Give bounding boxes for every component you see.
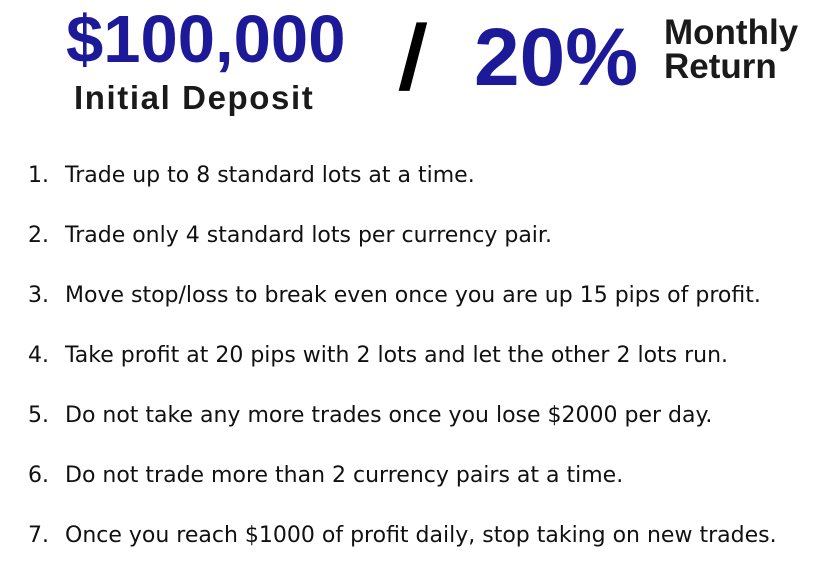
rule-number: 7. (28, 523, 49, 548)
return-label-line-1: Monthly (664, 13, 799, 52)
deposit-label: Initial Deposit (74, 79, 315, 116)
list-item: 6. Do not trade more than 2 currency pai… (28, 458, 777, 518)
rule-number: 5. (28, 403, 49, 428)
rule-text: Do not take any more trades once you los… (65, 403, 713, 428)
rule-text: Trade only 4 standard lots per currency … (65, 223, 552, 248)
rule-text: Do not trade more than 2 currency pairs … (65, 463, 624, 488)
rule-text: Trade up to 8 standard lots at a time. (65, 163, 475, 188)
trading-rules-list: 1. Trade up to 8 standard lots at a time… (28, 158, 777, 578)
list-item: 3. Move stop/loss to break even once you… (28, 278, 777, 338)
rule-number: 3. (28, 283, 49, 308)
list-item: 2. Trade only 4 standard lots per curren… (28, 218, 777, 278)
rule-number: 4. (28, 343, 49, 368)
rule-text: Take profit at 20 pips with 2 lots and l… (65, 343, 729, 368)
list-item: 4. Take profit at 20 pips with 2 lots an… (28, 338, 777, 398)
rule-number: 2. (28, 223, 49, 248)
deposit-amount: $100,000 (66, 2, 346, 77)
rule-number: 6. (28, 463, 49, 488)
return-label-line-2: Return (664, 47, 777, 86)
header-banner: $100,000 Initial Deposit / 20% Monthly R… (0, 0, 823, 130)
rule-text: Once you reach $1000 of profit daily, st… (65, 523, 777, 548)
monthly-return-label: Monthly Return (664, 13, 799, 86)
monthly-return-percent: 20% (474, 12, 639, 103)
header-separator: / (396, 7, 430, 109)
list-item: 5. Do not take any more trades once you … (28, 398, 777, 458)
rule-text: Move stop/loss to break even once you ar… (65, 283, 761, 308)
list-item: 1. Trade up to 8 standard lots at a time… (28, 158, 777, 218)
rule-number: 1. (28, 163, 49, 188)
list-item: 7. Once you reach $1000 of profit daily,… (28, 518, 777, 578)
